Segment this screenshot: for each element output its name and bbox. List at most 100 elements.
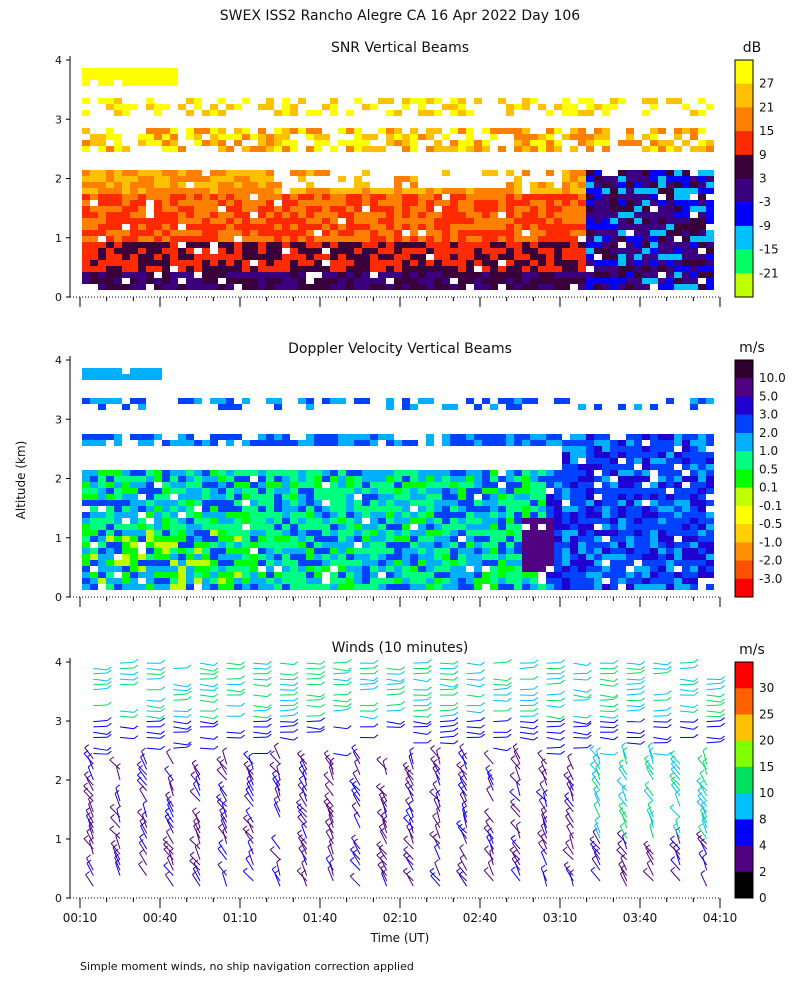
colorbar-tick-label: 15 <box>759 124 774 138</box>
colorbar-swatch <box>735 202 753 227</box>
x-tick-label: 03:40 <box>623 911 658 925</box>
wind-barbs <box>83 658 725 887</box>
colorbar-frame <box>734 661 754 899</box>
colorbar-frame <box>734 359 754 598</box>
colorbar-swatch <box>735 83 753 108</box>
x-tick-label: 01:40 <box>303 911 338 925</box>
panel-title: SNR Vertical Beams <box>331 40 469 56</box>
y-axis-title: Altitude (km) <box>14 441 28 520</box>
colorbar-tick-label: 20 <box>759 734 774 748</box>
panel-title: Winds (10 minutes) <box>332 640 469 656</box>
colorbar-swatch <box>735 740 753 768</box>
y-tick-label: 4 <box>55 656 62 669</box>
x-tick-label: 04:10 <box>703 911 738 925</box>
y-tick-label: 2 <box>55 173 62 186</box>
colorbar-tick-label: 9 <box>759 148 767 162</box>
colorbar-swatch <box>735 154 753 179</box>
colorbar-tick-label: -3.0 <box>759 572 782 586</box>
colorbar-unit: m/s <box>739 340 765 356</box>
y-tick-label: 1 <box>55 232 62 245</box>
panel-1: SNR Vertical Beams 0 1 2 3 4 dB 27 21 15 9 3 -3 -9 -15… <box>55 40 779 307</box>
colorbar-tick-label: 0 <box>759 891 767 905</box>
heatmap-field <box>82 368 714 590</box>
y-tick-label: 1 <box>55 833 62 846</box>
colorbar-swatch <box>735 107 753 132</box>
colorbar-tick-label: 1.0 <box>759 444 778 458</box>
colorbar-unit: m/s <box>739 642 765 658</box>
figure-title: SWEX ISS2 Rancho Alegre CA 16 Apr 2022 D… <box>220 8 581 24</box>
x-tick-label: 00:40 <box>143 911 178 925</box>
colorbar-swatch <box>735 131 753 156</box>
colorbar-swatch <box>735 414 753 434</box>
colorbar-swatch <box>735 714 753 742</box>
colorbar-tick-label: -9 <box>759 219 771 233</box>
colorbar-tick-label: 0.1 <box>759 481 778 495</box>
colorbar-swatch <box>735 487 753 507</box>
y-tick-label: 0 <box>55 291 62 304</box>
colorbar-swatch <box>735 819 753 847</box>
colorbar-swatch <box>735 766 753 794</box>
y-tick-label: 2 <box>55 473 62 486</box>
colorbar-swatch <box>735 178 753 203</box>
colorbar-swatch <box>735 688 753 715</box>
colorbar-swatch <box>735 524 753 543</box>
colorbar-tick-label: 4 <box>759 839 767 853</box>
y-tick-label: 1 <box>55 532 62 545</box>
y-tick-label: 0 <box>55 892 62 905</box>
colorbar-tick-label: -15 <box>759 243 779 257</box>
colorbar-tick-label: 2 <box>759 865 767 879</box>
y-tick-label: 4 <box>55 54 62 67</box>
colorbar-tick-label: 2.0 <box>759 426 778 440</box>
panel-title: Doppler Velocity Vertical Beams <box>288 341 512 357</box>
colorbar-frame <box>734 59 754 298</box>
colorbar-tick-label: 5.0 <box>759 389 778 403</box>
x-axis-title: Time (UT) <box>370 931 430 945</box>
colorbar-swatch <box>735 273 753 298</box>
colorbar-swatch <box>735 578 753 598</box>
colorbar-tick-label: 15 <box>759 760 774 774</box>
y-tick-label: 0 <box>55 591 62 604</box>
colorbar-swatch <box>735 225 753 251</box>
colorbar-tick-label: 3.0 <box>759 408 778 422</box>
y-tick-label: 3 <box>55 113 62 126</box>
colorbar-tick-label: 8 <box>759 812 767 826</box>
colorbar-swatch <box>735 542 753 562</box>
x-tick-label: 03:10 <box>543 911 578 925</box>
colorbar-swatch <box>735 793 753 820</box>
colorbar-tick-label: -1.0 <box>759 535 782 549</box>
colorbar-swatch <box>735 432 753 452</box>
colorbar-tick-label: -2.0 <box>759 554 782 568</box>
colorbar-swatch <box>735 560 753 580</box>
x-tick-label: 00:10 <box>63 911 98 925</box>
colorbar-swatch <box>735 845 753 873</box>
x-tick-label: 01:10 <box>223 911 258 925</box>
footnote: Simple moment winds, no ship navigation … <box>80 960 414 973</box>
colorbar-swatch <box>735 378 753 397</box>
colorbar-tick-label: 30 <box>759 681 774 695</box>
colorbar-swatch <box>735 451 753 470</box>
colorbar-tick-label: -0.5 <box>759 517 782 531</box>
colorbar-tick-label: 27 <box>759 77 774 91</box>
colorbar-tick-label: -0.1 <box>759 499 782 513</box>
colorbar-tick-label: 3 <box>759 172 767 186</box>
colorbar-tick-label: -3 <box>759 195 771 209</box>
colorbar-swatch <box>735 360 753 379</box>
y-tick-label: 3 <box>55 413 62 426</box>
colorbar-swatch <box>735 505 753 525</box>
colorbar-swatch <box>735 60 753 85</box>
y-tick-label: 2 <box>55 774 62 787</box>
colorbar-tick-label: 21 <box>759 100 774 114</box>
heatmap-field <box>82 68 714 290</box>
colorbar-tick-label: 25 <box>759 707 774 721</box>
colorbar-unit: dB <box>743 40 762 56</box>
colorbar-swatch <box>735 396 753 416</box>
x-tick-label: 02:40 <box>463 911 498 925</box>
colorbar-swatch <box>735 249 753 274</box>
y-tick-label: 4 <box>55 354 62 367</box>
colorbar-swatch <box>735 662 753 689</box>
x-tick-label: 02:10 <box>383 911 418 925</box>
colorbar-tick-label: -21 <box>759 266 779 280</box>
colorbar-swatch <box>735 871 753 899</box>
